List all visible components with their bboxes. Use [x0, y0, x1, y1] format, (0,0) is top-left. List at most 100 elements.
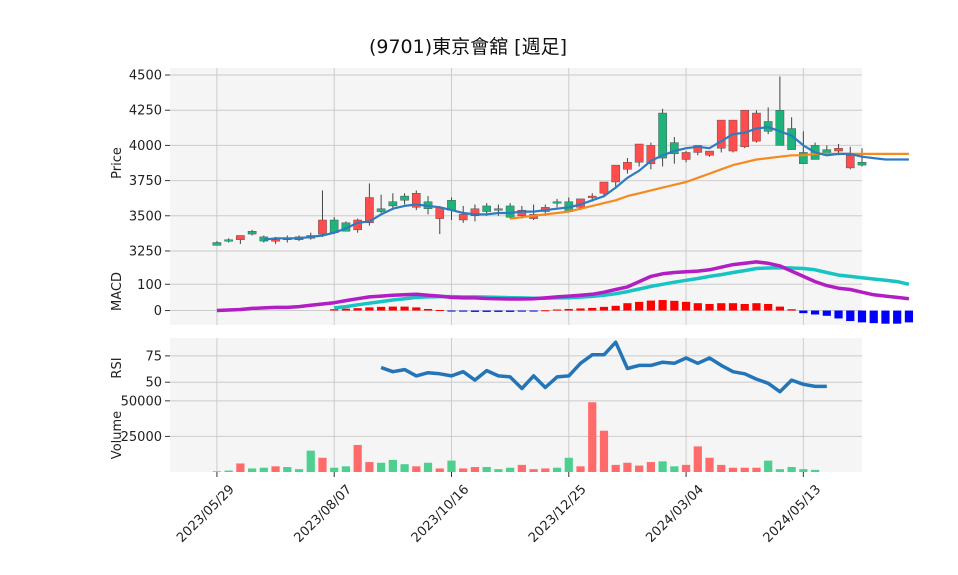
chart-title: (9701)東京會舘 [週足] — [369, 36, 567, 58]
price-axis-tick-label-3750: 3750 — [129, 174, 162, 189]
candle-body-14 — [376, 208, 386, 212]
macd-hist-bar-26 — [517, 310, 526, 312]
candle-body-32 — [587, 195, 597, 198]
candle-body-36 — [634, 143, 644, 163]
candle-body-37 — [646, 145, 656, 164]
volume-bar-3 — [247, 468, 257, 472]
candle-body-42 — [705, 150, 714, 156]
macd-axis-tick-label-100: 100 — [137, 278, 162, 293]
volume-bar-32 — [588, 402, 597, 472]
candle-body-43 — [716, 119, 726, 149]
x-tick-label-4: 2024/03/04 — [643, 482, 707, 546]
macd-axis-label: MACD — [110, 272, 125, 311]
macd-hist-bar-48 — [775, 306, 785, 311]
candle-body-40 — [681, 152, 691, 160]
x-tick-label-0: 2023/05/29 — [174, 482, 238, 546]
volume-bar-9 — [318, 457, 327, 472]
volume-bar-24 — [494, 469, 503, 472]
macd-hist-bar-22 — [470, 310, 480, 312]
volume-bar-13 — [365, 462, 374, 472]
candle-body-2 — [236, 235, 245, 240]
volume-bar-46 — [752, 467, 761, 472]
macd-hist-bar-38 — [658, 300, 667, 311]
candle-body-38 — [658, 112, 667, 159]
volume-bar-43 — [717, 464, 726, 472]
candle-body-39 — [670, 142, 679, 155]
candle-body-29 — [552, 201, 562, 204]
macd-hist-bar-51 — [810, 310, 820, 315]
candle-body-41 — [693, 145, 703, 153]
macd-hist-bar-55 — [857, 310, 867, 323]
x-tick-label-2: 2023/10/16 — [409, 482, 473, 546]
volume-bar-25 — [506, 467, 515, 472]
macd-hist-bar-23 — [482, 310, 491, 312]
volume-bar-40 — [681, 464, 691, 472]
price-axis-tick-label-3250: 3250 — [129, 244, 162, 259]
candle-body-1 — [224, 239, 233, 242]
macd-hist-bar-20 — [447, 310, 456, 312]
volume-bar-33 — [599, 430, 609, 472]
price-axis-tick-label-4000: 4000 — [129, 139, 162, 154]
macd-hist-bar-56 — [869, 310, 878, 324]
volume-bar-19 — [435, 468, 444, 472]
volume-bar-1 — [224, 470, 233, 472]
macd-hist-bar-17 — [412, 307, 421, 311]
volume-bar-44 — [728, 467, 738, 472]
volume-bar-11 — [341, 466, 351, 472]
candle-body-55 — [857, 162, 867, 166]
candle-body-23 — [482, 205, 491, 212]
volume-bar-28 — [541, 468, 550, 472]
macd-hist-bar-12 — [353, 308, 362, 311]
volume-axis-tick-label-50000: 50000 — [121, 394, 162, 409]
candle-body-5 — [271, 239, 280, 242]
volume-bar-35 — [623, 462, 632, 472]
volume-bar-45 — [740, 467, 749, 472]
x-tick-label-3: 2023/12/25 — [526, 482, 590, 546]
x-tick-label-5: 2024/05/13 — [761, 482, 825, 546]
candle-body-45 — [740, 110, 750, 148]
price-axis-tick-label-3500: 3500 — [129, 209, 162, 224]
volume-bar-23 — [482, 467, 491, 472]
volume-bar-47 — [764, 460, 773, 472]
macd-hist-bar-39 — [670, 300, 679, 311]
macd-hist-bar-31 — [576, 308, 585, 311]
macd-hist-bar-54 — [846, 310, 855, 322]
macd-hist-bar-57 — [881, 310, 890, 324]
volume-bar-37 — [646, 462, 655, 472]
macd-hist-bar-19 — [435, 310, 444, 312]
volume-bar-4 — [259, 467, 268, 472]
volume-bar-42 — [705, 457, 714, 472]
candle-body-54 — [845, 155, 855, 169]
macd-hist-bar-53 — [834, 310, 843, 319]
rsi-panel-background — [170, 338, 862, 398]
candle-body-16 — [400, 195, 409, 201]
volume-axis-tick-label-25000: 25000 — [121, 430, 162, 445]
volume-bar-7 — [294, 469, 304, 472]
volume-bar-16 — [400, 464, 409, 472]
macd-hist-bar-49 — [787, 309, 796, 311]
volume-bar-12 — [353, 444, 362, 472]
candle-body-53 — [834, 148, 843, 152]
candle-body-15 — [388, 201, 398, 207]
candle-body-13 — [365, 197, 374, 224]
macd-hist-bar-16 — [400, 306, 409, 311]
volume-bar-30 — [564, 457, 573, 472]
macd-hist-bar-13 — [365, 307, 374, 311]
candle-body-50 — [799, 152, 808, 164]
candle-body-9 — [318, 219, 327, 235]
rsi-axis-tick-label-50: 50 — [145, 376, 162, 391]
macd-hist-bar-35 — [623, 303, 632, 311]
volume-bar-14 — [377, 462, 386, 472]
macd-hist-bar-27 — [529, 310, 538, 312]
volume-bar-38 — [658, 461, 667, 472]
macd-hist-bar-30 — [564, 308, 573, 311]
macd-hist-bar-28 — [541, 310, 550, 312]
candle-body-0 — [212, 242, 222, 246]
macd-hist-bar-11 — [341, 308, 351, 311]
volume-bar-51 — [810, 469, 820, 472]
macd-axis-tick-label-0: 0 — [154, 304, 162, 319]
macd-hist-bar-43 — [717, 303, 726, 311]
volume-bar-39 — [670, 466, 679, 472]
candle-body-21 — [458, 214, 468, 221]
